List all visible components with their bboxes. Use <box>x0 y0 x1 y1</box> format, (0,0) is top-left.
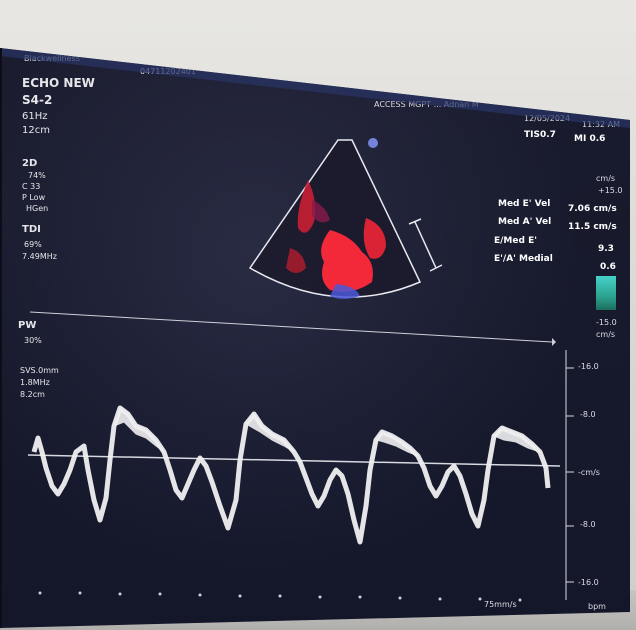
color-scale-bottom: -15.0 <box>596 318 617 327</box>
doppler-scale-ticks <box>565 350 574 600</box>
two-d-c-value: C 33 <box>22 182 41 191</box>
pw-cursor-line <box>29 311 553 343</box>
mechanical-index: MI 0.6 <box>574 134 606 144</box>
frame-rate: 61Hz <box>22 111 48 122</box>
time-axis-markers <box>38 591 522 602</box>
pw-label: PW <box>18 320 37 331</box>
e-med-e-label: E/Med E' <box>494 236 537 246</box>
probe-orientation-icon <box>368 138 378 148</box>
e-a-medial-value: 0.6 <box>600 262 616 272</box>
bpm-label: bpm <box>588 602 606 611</box>
med-a-vel-label: Med A' Vel <box>498 217 552 227</box>
probe-name: S4-2 <box>22 93 53 107</box>
two-d-mode: HGen <box>26 204 49 213</box>
doppler-tick-1: -16.0 <box>578 362 599 371</box>
tdi-gain: 69% <box>24 240 42 249</box>
color-velocity-bar <box>596 276 616 310</box>
doppler-spectral-trace <box>31 405 551 545</box>
pw-depth: 8.2cm <box>20 390 45 399</box>
pw-sample-volume: SVS.0mm <box>20 366 59 375</box>
med-e-vel-label: Med E' Vel <box>498 199 551 209</box>
color-scale-units-top: cm/s <box>596 174 616 183</box>
two-d-label: 2D <box>22 158 38 169</box>
e-a-medial-label: E'/A' Medial <box>494 254 553 264</box>
color-scale-top: +15.0 <box>598 186 623 195</box>
med-a-vel-value: 11.5 cm/s <box>568 222 617 232</box>
med-e-vel-value: 7.06 cm/s <box>568 204 617 214</box>
color-flow-doppler <box>286 180 386 299</box>
doppler-tick-5: -16.0 <box>578 578 599 587</box>
e-med-e-value: 9.3 <box>598 244 614 254</box>
thermal-index: TIS0.7 <box>524 130 556 140</box>
two-d-persist: P Low <box>22 193 46 202</box>
tdi-freq: 7.49MHz <box>22 252 57 261</box>
doppler-tick-4: -8.0 <box>580 520 596 529</box>
image-depth: 12cm <box>22 125 50 136</box>
two-d-gain: 74% <box>28 171 46 180</box>
depth-caliper <box>408 218 443 272</box>
doppler-tick-3: -cm/s <box>578 468 600 477</box>
color-scale-units-bottom: cm/s <box>596 330 616 339</box>
pw-cursor-arrow <box>552 338 556 346</box>
doppler-baseline <box>27 454 561 467</box>
doppler-tick-2: -8.0 <box>580 410 596 419</box>
tdi-label: TDI <box>22 224 41 235</box>
pw-freq: 1.8MHz <box>20 378 50 387</box>
pw-gain: 30% <box>24 336 42 345</box>
sweep-speed: 75mm/s <box>484 600 517 609</box>
header-bar <box>0 48 630 128</box>
preset-title: ECHO NEW <box>22 76 95 90</box>
